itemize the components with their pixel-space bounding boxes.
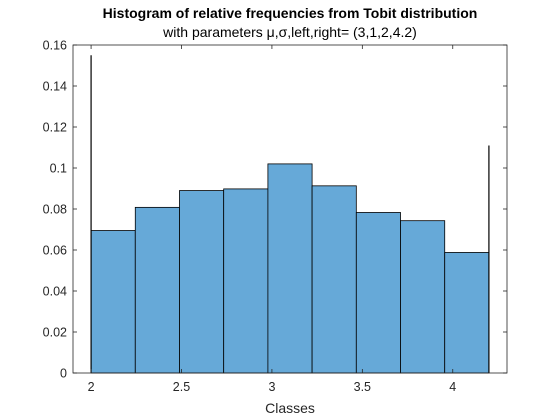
y-tick-label: 0.12 xyxy=(43,121,67,135)
y-tick-label: 0.14 xyxy=(43,80,67,94)
histogram-bar xyxy=(400,220,446,374)
x-tick-label: 2 xyxy=(88,380,95,394)
chart-title: Histogram of relative frequencies from T… xyxy=(103,5,478,21)
histogram-bar xyxy=(355,212,401,374)
histogram-bar xyxy=(90,230,136,374)
chart-subtitle: with parameters μ,σ,left,right= (3,1,2,4… xyxy=(162,24,417,40)
x-axis-label: Classes xyxy=(265,400,315,416)
x-axis: 2 2.5 3 3.5 4 xyxy=(88,45,456,394)
histogram-bar xyxy=(267,163,313,374)
y-tick-label: 0.04 xyxy=(43,285,67,299)
bar-group xyxy=(90,163,490,374)
y-tick-label: 0.06 xyxy=(43,244,67,258)
histogram-bar xyxy=(179,190,225,374)
histogram-bar xyxy=(134,206,180,374)
x-tick-label: 3 xyxy=(268,380,275,394)
y-tick-label: 0.1 xyxy=(50,162,67,176)
x-tick-label: 3.5 xyxy=(354,380,371,394)
histogram-bar xyxy=(311,185,357,374)
x-tick-label: 4 xyxy=(449,380,456,394)
y-tick-label: 0.02 xyxy=(43,326,67,340)
histogram-bar xyxy=(223,188,269,374)
x-tick-label: 2.5 xyxy=(173,380,190,394)
y-tick-label: 0.16 xyxy=(43,39,67,53)
y-axis: 0 0.02 0.04 0.06 0.08 0.1 0.12 0.14 0.16 xyxy=(43,39,507,381)
y-tick-label: 0 xyxy=(60,367,67,381)
y-tick-label: 0.08 xyxy=(43,203,67,217)
histogram-bar xyxy=(444,252,490,374)
spike-group xyxy=(90,55,490,373)
